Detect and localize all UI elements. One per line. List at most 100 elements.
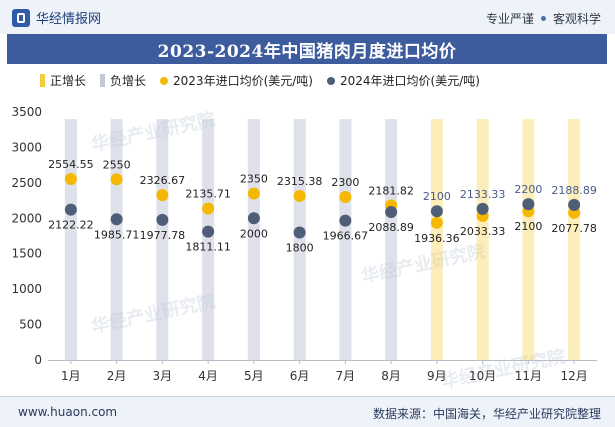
- point-2024: [339, 214, 352, 227]
- point-2024: [156, 213, 169, 226]
- change-bar: [522, 119, 535, 360]
- label-2024: 2088.89: [368, 221, 414, 234]
- x-tick-label: 11月: [515, 369, 542, 383]
- label-2024: 1800: [286, 241, 314, 254]
- label-2024: 2122.22: [48, 219, 94, 232]
- x-tick-label: 5月: [244, 369, 264, 383]
- x-tick-label: 2月: [107, 369, 127, 383]
- legend-swatch-negative: [100, 74, 106, 87]
- label-2024: 2188.89: [551, 184, 597, 197]
- point-2023: [293, 189, 306, 202]
- label-2023: 2350: [240, 172, 268, 185]
- label-2024: 2100: [423, 190, 451, 203]
- legend-item-2023: 2023年进口均价(美元/吨): [160, 72, 313, 89]
- y-tick-label: 3500: [11, 105, 42, 119]
- legend-label-positive: 正增长: [50, 74, 87, 88]
- footer-divider: [0, 396, 615, 397]
- x-tick-label: 8月: [381, 369, 401, 383]
- label-2023: 2315.38: [277, 175, 323, 188]
- footer: www.huaon.com 数据来源：中国海关，华经产业研究院整理: [0, 397, 615, 427]
- title-band: 2023-2024年中国猪肉月度进口均价: [7, 34, 607, 64]
- x-tick-label: 6月: [290, 369, 310, 383]
- chart-legend: 正增长 负增长 2023年进口均价(美元/吨) 2024年进口均价(美元/吨): [40, 72, 494, 89]
- bullet-dot-icon: [540, 16, 546, 21]
- data-points: [64, 172, 581, 239]
- change-bar: [385, 119, 398, 360]
- y-tick-label: 1000: [11, 282, 42, 296]
- top-bar: 华经情报网 专业严谨 客观科学: [0, 0, 615, 34]
- label-2023: 2077.78: [551, 222, 597, 235]
- y-tick-label: 1500: [11, 247, 42, 261]
- point-2024: [568, 198, 581, 211]
- label-2023: 2300: [331, 176, 359, 189]
- label-2024: 1966.67: [323, 230, 369, 243]
- data-labels: 2554.55 2122.22 2550 1985.71 2326.67 1977.78 2…: [48, 158, 597, 254]
- data-source: 数据来源：中国海关，华经产业研究院整理: [372, 407, 601, 421]
- change-bar: [476, 119, 489, 360]
- point-2024: [430, 205, 443, 218]
- point-2024: [476, 202, 489, 215]
- point-2023: [64, 172, 77, 185]
- label-2023: 1936.36: [414, 232, 460, 245]
- point-2023: [247, 187, 260, 200]
- change-bar: [156, 119, 169, 360]
- label-2024: 2133.33: [460, 188, 506, 201]
- legend-label-2023: 2023年进口均价(美元/吨): [173, 74, 313, 88]
- point-2023: [430, 216, 443, 229]
- label-2023: 2181.82: [368, 184, 414, 197]
- label-2024: 1985.71: [94, 228, 140, 241]
- point-2024: [202, 225, 215, 238]
- point-2024: [64, 203, 77, 216]
- brand-logo-icon: [12, 8, 30, 27]
- label-2023: 2100: [514, 220, 542, 233]
- x-tick-label: 7月: [336, 369, 356, 383]
- label-2023: 2554.55: [48, 158, 94, 171]
- label-2024: 2000: [240, 227, 268, 240]
- tagline-right: 客观科学: [552, 12, 601, 26]
- label-2024: 1811.11: [185, 241, 231, 254]
- x-tick-label: 1月: [61, 369, 81, 383]
- change-bar: [568, 119, 581, 360]
- point-2024: [247, 212, 260, 225]
- label-2023: 2550: [103, 158, 131, 171]
- point-2023: [202, 202, 215, 215]
- change-bar: [64, 119, 77, 360]
- brand[interactable]: 华经情报网: [12, 8, 101, 27]
- legend-swatch-positive: [40, 74, 45, 87]
- x-tick-label: 10月: [469, 369, 496, 383]
- chart-title: 2023-2024年中国猪肉月度进口均价: [157, 41, 457, 62]
- legend-item-positive: 正增长: [40, 72, 86, 89]
- x-tick-label: 9月: [427, 369, 447, 383]
- point-2023: [110, 173, 123, 186]
- change-bar: [339, 119, 352, 360]
- tagline-left: 专业严谨: [485, 12, 534, 26]
- footer-url-link[interactable]: www.huaon.com: [18, 405, 118, 419]
- brand-name: 华经情报网: [36, 12, 102, 27]
- legend-label-2024: 2024年进口均价(美元/吨): [339, 74, 480, 88]
- chart-axes: 0 500 1000 1500 2000 2500 3000 3500 1月 2月 3月 4月 5月 6月…: [11, 105, 597, 383]
- tagline: 专业严谨 客观科学: [486, 10, 601, 27]
- point-2023: [156, 189, 169, 202]
- legend-label-negative: 负增长: [110, 74, 147, 88]
- label-2023: 2135.71: [185, 188, 231, 201]
- y-tick-label: 2500: [11, 176, 42, 190]
- legend-item-negative: 负增长: [100, 72, 146, 89]
- point-2024: [293, 226, 306, 239]
- legend-item-2024: 2024年进口均价(美元/吨): [326, 72, 480, 89]
- y-tick-label: 2000: [11, 211, 42, 225]
- change-bar: [247, 119, 260, 360]
- label-2024: 2200: [514, 183, 542, 196]
- legend-swatch-2024: [326, 76, 335, 85]
- label-2023: 2326.67: [140, 174, 186, 187]
- label-2024: 1977.78: [140, 229, 186, 242]
- change-bar: [293, 119, 306, 360]
- change-bar: [202, 119, 215, 360]
- y-tick-label: 3000: [11, 140, 42, 154]
- x-tick-label: 12月: [560, 369, 587, 383]
- point-2024: [110, 213, 123, 226]
- y-tick-label: 500: [19, 318, 42, 332]
- point-2024: [522, 198, 535, 211]
- label-2023: 2033.33: [460, 225, 506, 238]
- chart-svg: 0 500 1000 1500 2000 2500 3000 3500 1月 2月 3月 4月 5月 6月…: [11, 105, 597, 383]
